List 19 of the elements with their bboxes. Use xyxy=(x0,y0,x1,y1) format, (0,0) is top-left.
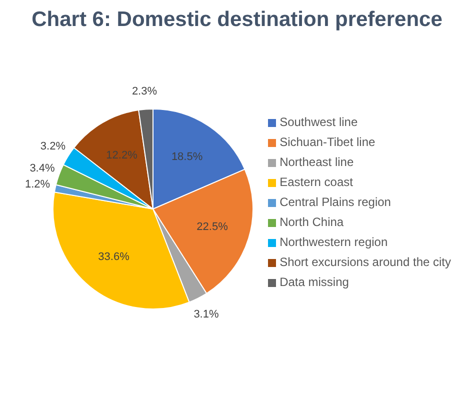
data-label: 33.6% xyxy=(98,251,130,264)
data-label: 22.5% xyxy=(196,221,228,234)
legend-label: Central Plains region xyxy=(280,195,391,209)
data-label: 3.2% xyxy=(40,140,66,152)
legend-label: Eastern coast xyxy=(280,175,353,189)
legend-label: Sichuan-Tibet line xyxy=(280,135,376,149)
legend-label: Short excursions around the city xyxy=(280,255,451,269)
data-label: 18.5% xyxy=(171,151,203,164)
legend-label: North China xyxy=(280,215,344,229)
data-label: 1.2% xyxy=(24,178,50,191)
data-label: 3.4% xyxy=(30,162,55,174)
data-label: 2.3% xyxy=(132,85,158,98)
legend-label: Data missing xyxy=(280,275,349,289)
chart-title: Chart 6: Domestic destination preference xyxy=(30,8,444,32)
legend-label: Northeast line xyxy=(280,155,354,169)
legend-label: Southwest line xyxy=(280,115,358,129)
data-label: 3.1% xyxy=(194,308,219,320)
data-label: 12.2% xyxy=(106,149,138,162)
legend-label: Northwestern region xyxy=(280,235,388,249)
